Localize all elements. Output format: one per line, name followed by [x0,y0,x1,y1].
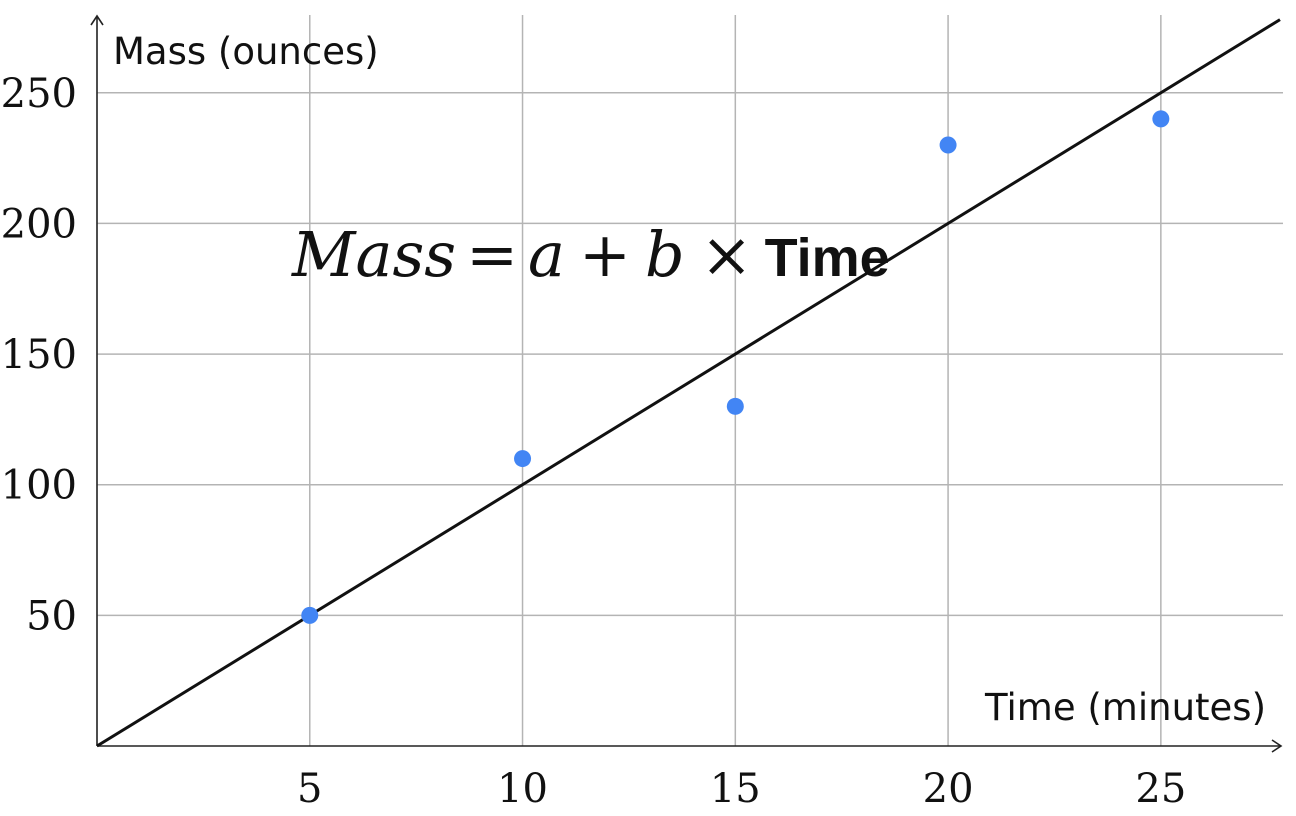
equation-b: b [645,218,685,291]
y-axis-title: Mass (ounces) [113,30,379,73]
data-points [301,110,1170,624]
x-tick-label-20: 20 [923,766,974,812]
data-point-4 [939,136,957,154]
y-tick-label-250: 250 [1,71,77,117]
data-point-3 [726,397,744,415]
vertical-gridlines [309,15,1162,746]
x-tick-label-25: 25 [1135,766,1186,812]
data-point-2 [514,450,532,468]
y-tick-label-100: 100 [1,463,77,509]
equation-plus: + [579,218,631,291]
x-tick-label-15: 15 [710,766,761,812]
equation-annotation: Mass = a + b × Time [291,218,890,291]
y-tick-label-200: 200 [1,201,77,247]
x-axis-title: Time (minutes) [984,686,1266,729]
x-tick-label-10: 10 [497,766,548,812]
equation-equals: = [466,218,518,291]
data-point-5 [1152,110,1170,128]
x-tick-labels: 5 10 15 20 25 [297,766,1186,812]
equation-time: Time [765,228,890,288]
horizontal-gridlines [97,92,1283,617]
y-tick-label-50: 50 [26,593,77,639]
equation-a: a [528,218,565,291]
data-point-1 [301,606,319,624]
y-tick-labels: 50 100 150 200 250 [1,71,77,640]
axes [90,14,1283,753]
trend-line [96,18,1281,748]
equation-mass: Mass [291,218,456,291]
y-axis-arrow [90,14,104,26]
x-axis-arrow [1271,739,1283,753]
equation-times: × [701,218,753,291]
y-tick-label-150: 150 [1,332,77,378]
x-tick-label-5: 5 [297,766,322,812]
